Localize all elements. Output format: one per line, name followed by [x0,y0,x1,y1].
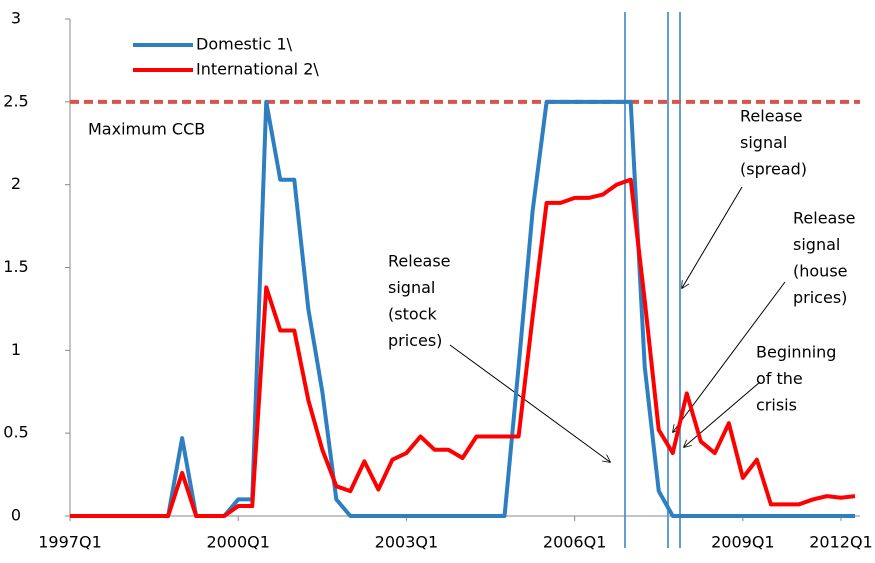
annotation: (house [793,262,848,281]
annotation: Release [388,252,451,271]
legend-label: International 2\ [196,60,319,79]
annotation: signal [740,133,787,152]
max-label: Maximum CCB [88,120,205,139]
x-tick-label: 2012Q1 [809,533,873,552]
annotation: Release [793,209,856,228]
arrow [684,381,761,447]
series-line [70,177,856,518]
arrow [682,186,743,288]
annotation: of the [756,369,803,388]
annotation: crisis [756,396,797,415]
y-tick-label: 2.5 [3,91,28,110]
annotation: prices) [793,288,847,307]
x-tick-label: 2000Q1 [206,533,270,552]
annotation: signal [388,278,435,297]
annotation: signal [793,235,840,254]
y-tick-label: 3 [11,9,21,28]
annotation: prices) [388,331,442,350]
y-tick-label: 1 [11,340,21,359]
annotation: (spread) [740,160,807,179]
event-lines [624,12,681,548]
y-tick-label: 0 [11,506,21,525]
x-tick-label: 2003Q1 [375,533,439,552]
x-tick-label: 2006Q1 [543,533,607,552]
y-tick-label: 1.5 [3,257,28,276]
x-tick-label: 1997Q1 [38,533,102,552]
legend-label: Domestic 1\ [196,35,293,54]
y-tick-label: 0.5 [3,423,28,442]
y-tick-label: 2 [11,174,21,193]
arrow [449,344,610,462]
arrows [449,186,786,462]
annotation: (stock [388,305,437,324]
x-tick-label: 2009Q1 [711,533,775,552]
annotation: Beginning [756,343,836,362]
annotation: Release [740,107,803,126]
